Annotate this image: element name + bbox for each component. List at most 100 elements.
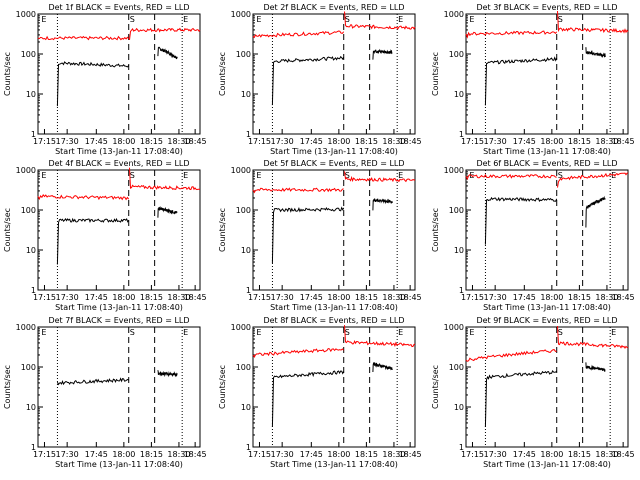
lld-series-line xyxy=(344,171,416,183)
marker-label: S xyxy=(558,15,563,24)
y-tick-label: 100 xyxy=(449,50,464,59)
marker-label: S xyxy=(130,15,135,24)
x-tick-label: 18:30 xyxy=(382,450,405,459)
x-tick-label: 18:30 xyxy=(382,137,405,146)
chart-title: Det 8f BLACK = Events, RED = LLD xyxy=(263,316,404,325)
plot-frame xyxy=(37,169,201,291)
x-tick-label: 18:00 xyxy=(112,137,135,146)
x-tick-label: 18:30 xyxy=(167,137,190,146)
marker-label: E xyxy=(398,171,403,180)
chart-panel-2: Det 2f BLACK = Events, RED = LLD 1 10 100 10… xyxy=(218,3,422,156)
events-series-line xyxy=(484,196,558,245)
y-axis-label: Counts/sec xyxy=(218,52,227,96)
lld-series-line xyxy=(557,172,629,188)
marker-label: E xyxy=(183,171,188,180)
y-tick-label: 100 xyxy=(449,363,464,372)
lld-series-line xyxy=(557,325,629,349)
x-axis-label: Start Time (13-Jan-11 17:08:40) xyxy=(55,460,183,469)
chart-panel-8: Det 8f BLACK = Events, RED = LLD 1 10 100 10… xyxy=(218,316,422,469)
x-tick-label: 17:30 xyxy=(484,450,507,459)
events-series-line xyxy=(372,362,393,373)
y-tick-label: 100 xyxy=(236,206,251,215)
events-series-line xyxy=(56,61,130,107)
marker-label: E xyxy=(41,328,46,337)
y-axis-label: Counts/sec xyxy=(218,365,227,409)
x-tick-label: 18:00 xyxy=(327,450,350,459)
x-tick-label: 17:15 xyxy=(461,293,484,302)
chart-panel-9: Det 9f BLACK = Events, RED = LLD 1 10 100 10… xyxy=(431,316,635,469)
x-tick-label: 17:45 xyxy=(513,137,536,146)
chart-panel-7: Det 7f BLACK = Events, RED = LLD 1 10 100 10… xyxy=(3,316,207,469)
events-series-line xyxy=(157,370,178,378)
y-tick-label: 1000 xyxy=(444,10,464,19)
x-tick-label: 18:15 xyxy=(568,137,591,146)
y-tick-label: 100 xyxy=(21,363,36,372)
y-tick-label: 1000 xyxy=(231,166,251,175)
x-axis-label: Start Time (13-Jan-11 17:08:40) xyxy=(55,147,183,156)
x-axis-label: Start Time (13-Jan-11 17:08:40) xyxy=(270,303,398,312)
lld-series-line xyxy=(465,30,558,39)
x-tick-label: 17:15 xyxy=(461,137,484,146)
y-axis-label: Counts/sec xyxy=(431,52,440,96)
x-tick-label: 18:00 xyxy=(112,450,135,459)
lld-series-line xyxy=(557,10,629,34)
chart-panel-5: Det 5f BLACK = Events, RED = LLD 1 10 100 10… xyxy=(218,159,422,312)
x-tick-label: 17:15 xyxy=(33,137,56,146)
x-tick-label: 18:45 xyxy=(612,450,635,459)
y-tick-label: 10 xyxy=(241,246,251,255)
y-tick-label: 1 xyxy=(31,286,36,295)
lld-series-line xyxy=(465,349,557,362)
marker-label: E xyxy=(611,328,616,337)
x-tick-label: 17:15 xyxy=(248,450,271,459)
marker-label: E xyxy=(611,15,616,24)
events-series-line xyxy=(484,369,558,428)
y-tick-label: 1000 xyxy=(16,10,36,19)
plot-frame xyxy=(465,13,629,135)
x-tick-label: 17:30 xyxy=(271,293,294,302)
x-tick-label: 18:00 xyxy=(540,450,563,459)
chart-title: Det 7f BLACK = Events, RED = LLD xyxy=(48,316,189,325)
chart-panel-3: Det 3f BLACK = Events, RED = LLD 1 10 100 10… xyxy=(431,3,635,156)
y-tick-label: 1 xyxy=(31,443,36,452)
x-tick-label: 17:15 xyxy=(461,450,484,459)
x-tick-label: 17:30 xyxy=(56,137,79,146)
events-series-line xyxy=(484,56,558,106)
x-tick-label: 17:15 xyxy=(248,137,271,146)
x-tick-label: 18:15 xyxy=(568,293,591,302)
events-series-line xyxy=(372,48,393,60)
y-tick-label: 10 xyxy=(241,403,251,412)
chart-title: Det 4f BLACK = Events, RED = LLD xyxy=(48,159,189,168)
lld-series-line xyxy=(465,173,557,181)
lld-series-line xyxy=(344,11,416,30)
marker-label: S xyxy=(345,328,350,337)
x-tick-label: 18:30 xyxy=(167,450,190,459)
y-tick-label: 10 xyxy=(454,246,464,255)
x-tick-label: 17:30 xyxy=(484,137,507,146)
y-tick-label: 100 xyxy=(21,50,36,59)
x-tick-label: 18:45 xyxy=(612,293,635,302)
x-tick-label: 18:15 xyxy=(355,137,378,146)
plot-frame xyxy=(252,169,416,291)
x-tick-label: 17:30 xyxy=(271,450,294,459)
x-tick-label: 18:45 xyxy=(184,137,207,146)
events-series-line xyxy=(271,55,345,106)
x-tick-label: 17:45 xyxy=(85,137,108,146)
events-series-line xyxy=(56,377,129,386)
events-series-line xyxy=(585,362,606,372)
x-tick-label: 18:00 xyxy=(540,137,563,146)
x-tick-label: 18:15 xyxy=(140,137,163,146)
y-tick-label: 1 xyxy=(459,443,464,452)
x-tick-label: 18:45 xyxy=(399,293,422,302)
y-axis-label: Counts/sec xyxy=(3,52,12,96)
x-tick-label: 17:15 xyxy=(248,293,271,302)
x-tick-label: 18:15 xyxy=(140,450,163,459)
plot-frame xyxy=(252,13,416,135)
y-tick-label: 100 xyxy=(236,363,251,372)
plot-frame xyxy=(465,169,629,291)
y-tick-label: 10 xyxy=(26,246,36,255)
x-axis-label: Start Time (13-Jan-11 17:08:40) xyxy=(483,147,611,156)
x-tick-label: 18:45 xyxy=(184,293,207,302)
y-tick-label: 10 xyxy=(454,403,464,412)
lld-series-line xyxy=(344,325,416,348)
